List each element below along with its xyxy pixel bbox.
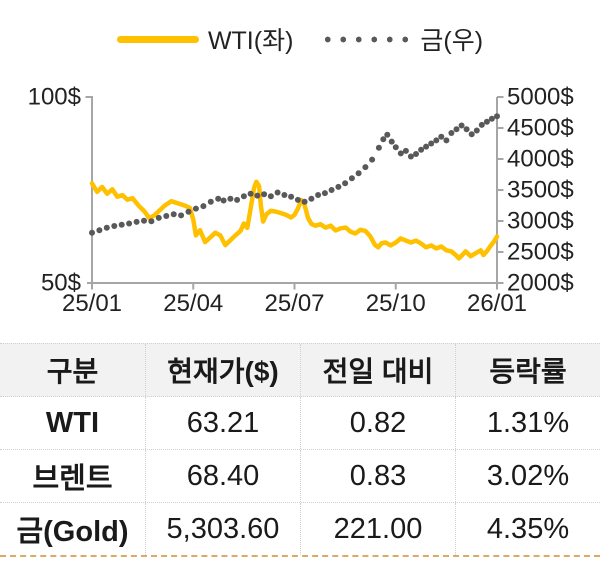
left-axis-label: 50$ — [41, 270, 81, 297]
chart-axes — [85, 96, 504, 290]
wti-line-marker-icon — [116, 35, 199, 43]
row-change: 0.83 — [300, 450, 455, 502]
x-axis-label: 25/04 — [163, 290, 223, 317]
x-axis-label: 26/01 — [467, 290, 527, 317]
price-chart: 100$ 50$ 5000$ 4500$ 4000$ 3500$ 3000$ 2500$ 200… — [28, 84, 574, 318]
left-axis-label: 100$ — [28, 84, 81, 111]
row-label: 금(Gold) — [16, 516, 129, 548]
right-axis-label: 2000$ — [507, 270, 574, 297]
row-change: 221.00 — [300, 503, 455, 555]
x-axis-label: 25/01 — [62, 290, 122, 317]
right-axis-label: 4500$ — [507, 115, 574, 142]
gold-legend-label: 금(우) — [420, 27, 484, 55]
row-pct: 3.02% — [455, 450, 600, 502]
legend-item-gold: 금(우) — [320, 21, 483, 57]
header-change: 전일 대비 — [300, 344, 455, 396]
right-axis-label: 3000$ — [507, 208, 574, 235]
row-pct: 4.35% — [455, 503, 600, 555]
header-category: 구분 — [46, 356, 99, 387]
legend-item-wti: WTI(좌) — [116, 21, 294, 57]
x-axis-label: 25/10 — [366, 290, 426, 317]
table-row-wti: WTI 63.21 0.82 1.31% — [0, 397, 600, 450]
row-change: 0.82 — [300, 397, 455, 449]
right-axis-label: 5000$ — [507, 84, 574, 111]
right-axis-label: 3500$ — [507, 177, 574, 204]
row-price: 68.40 — [145, 450, 300, 502]
chart-legend: WTI(좌) 금(우) — [0, 21, 600, 57]
x-axis-label: 25/07 — [264, 290, 324, 317]
row-pct: 1.31% — [455, 397, 600, 449]
row-price: 63.21 — [145, 397, 300, 449]
row-label: 브렌트 — [32, 463, 113, 495]
row-price: 5,303.60 — [145, 503, 300, 555]
gold-dots-marker-icon — [320, 35, 412, 43]
header-price: 현재가($) — [145, 344, 300, 396]
wti-series-line — [89, 179, 500, 261]
table-row-gold: 금(Gold) 5,303.60 221.00 4.35% — [0, 503, 600, 557]
table-header-row: 구분 현재가($) 전일 대비 등락률 — [0, 343, 600, 397]
gold-series-dots — [89, 113, 500, 236]
right-axis-label: 2500$ — [507, 239, 574, 266]
wti-legend-label: WTI(좌) — [207, 27, 294, 55]
header-pct: 등락률 — [455, 344, 600, 396]
row-label: WTI — [45, 406, 100, 439]
table-row-brent: 브렌트 68.40 0.83 3.02% — [0, 450, 600, 503]
right-axis-label: 4000$ — [507, 146, 574, 173]
price-table: 구분 현재가($) 전일 대비 등락률 WTI 63.21 0.82 1.31%… — [0, 343, 600, 557]
